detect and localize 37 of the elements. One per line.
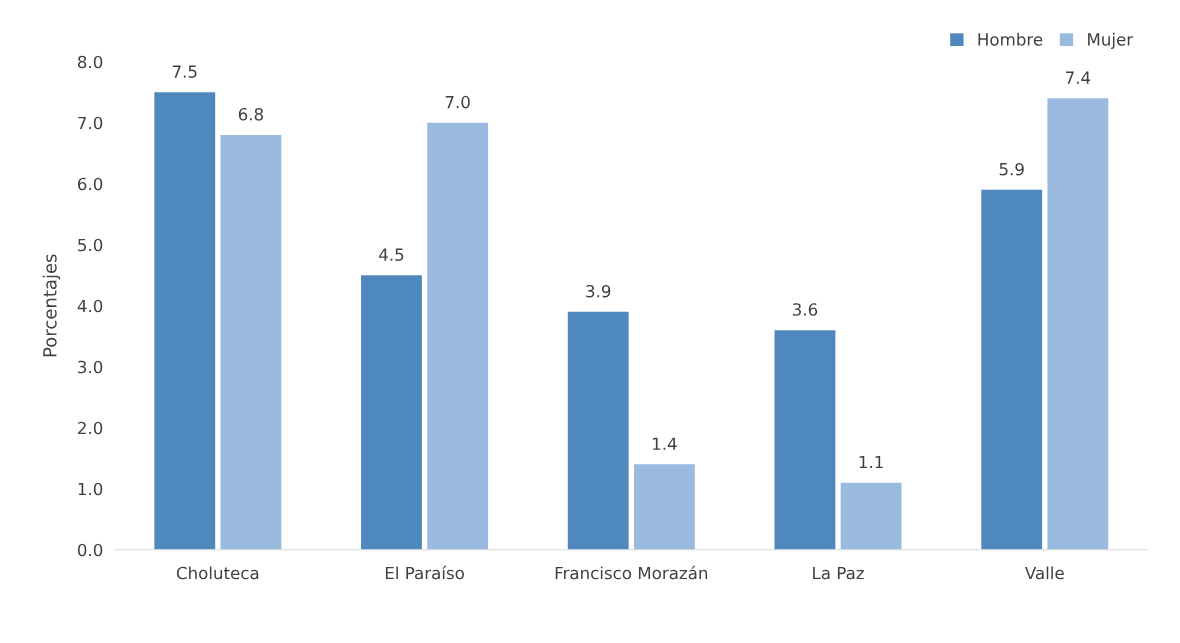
bar: [840, 482, 902, 550]
x-tick-label: Francisco Morazán: [555, 565, 708, 580]
y-tick-label: 4.0: [77, 299, 103, 313]
y-tick-label: 1.0: [78, 482, 103, 496]
y-tick-label: 7.0: [78, 116, 103, 130]
data-label: 7.5: [172, 65, 197, 78]
bar: [633, 464, 695, 550]
data-label: 4.5: [379, 248, 404, 261]
data-label: 3.6: [792, 303, 818, 316]
data-label: 6.8: [238, 107, 264, 121]
bar: [361, 275, 422, 550]
data-label: 1.1: [859, 455, 883, 469]
legend-label: Hombre: [978, 32, 1043, 46]
x-tick-label: Valle: [1024, 566, 1064, 580]
data-label: 5.9: [999, 162, 1024, 176]
y-tick-label: 6.0: [78, 177, 103, 191]
y-axis-title: Porcentajes: [42, 254, 61, 357]
bar: [774, 330, 836, 550]
y-tick-label: 3.0: [78, 360, 103, 374]
bar: [427, 122, 489, 550]
data-label: 1.4: [652, 437, 677, 450]
x-tick-label: El Paraíso: [385, 565, 464, 580]
bar: [981, 189, 1043, 550]
y-tick-label: 2.0: [78, 421, 103, 435]
y-tick-label: 5.0: [78, 238, 103, 252]
data-label: 3.9: [586, 284, 611, 298]
data-label: 7.0: [445, 95, 470, 109]
legend-label: Mujer: [1088, 32, 1134, 49]
x-tick-label: Choluteca: [176, 566, 259, 580]
bar: [154, 92, 216, 550]
y-tick-label: 0.0: [77, 543, 103, 557]
x-tick-label: La Paz: [813, 566, 864, 580]
data-label: 7.4: [1065, 71, 1091, 84]
bar: [1047, 98, 1109, 550]
bar: [220, 134, 282, 550]
bar: [567, 311, 629, 550]
y-tick-label: 8.0: [77, 55, 103, 69]
